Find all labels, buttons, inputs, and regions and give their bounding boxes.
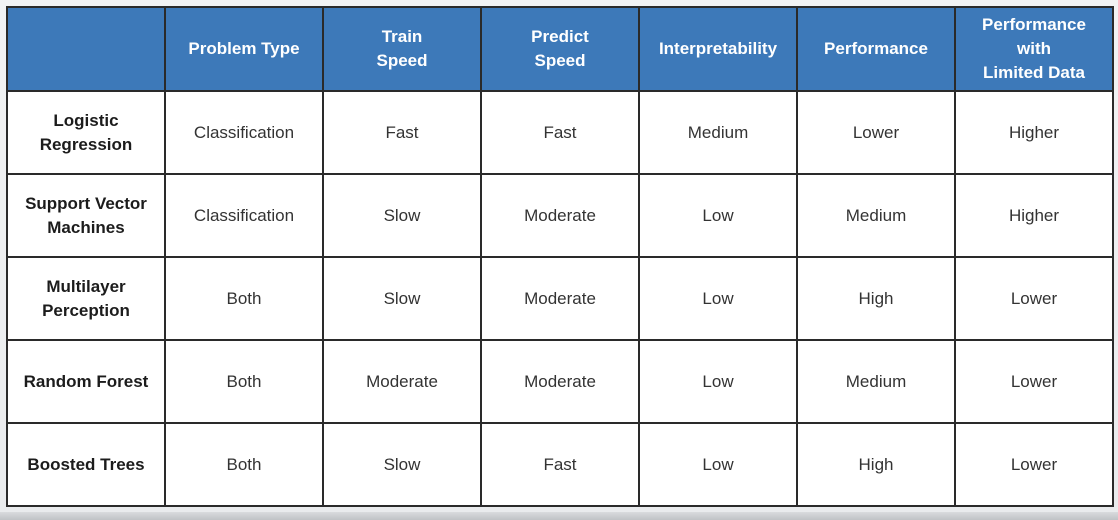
header-performance-limited-data: Performance with Limited Data [954, 6, 1114, 92]
table-row: Logistic Regression Classification Fast … [6, 90, 1114, 175]
table-row: Multilayer Perception Both Slow Moderate… [6, 256, 1114, 341]
header-performance: Performance [796, 6, 956, 92]
row-model-name: Support Vector Machines [6, 173, 166, 258]
cell-predict-speed: Moderate [480, 256, 640, 341]
row-model-name: Multilayer Perception [6, 256, 166, 341]
header-row: Problem Type Train Speed Predict Speed I… [6, 6, 1114, 92]
cell-train-speed: Moderate [322, 339, 482, 424]
table-row: Support Vector Machines Classification S… [6, 173, 1114, 258]
cell-predict-speed: Fast [480, 422, 640, 507]
cell-predict-speed: Fast [480, 90, 640, 175]
row-model-name: Logistic Regression [6, 90, 166, 175]
cell-train-speed: Slow [322, 256, 482, 341]
header-predict-speed: Predict Speed [480, 6, 640, 92]
table-row: Boosted Trees Both Slow Fast Low High Lo… [6, 422, 1114, 507]
header-problem-type: Problem Type [164, 6, 324, 92]
cell-performance: High [796, 422, 956, 507]
cell-train-speed: Slow [322, 173, 482, 258]
cell-limited-data: Higher [954, 90, 1114, 175]
cell-train-speed: Slow [322, 422, 482, 507]
cell-problem-type: Both [164, 422, 324, 507]
cell-performance: Medium [796, 173, 956, 258]
cell-limited-data: Lower [954, 422, 1114, 507]
cell-limited-data: Higher [954, 173, 1114, 258]
comparison-table: Problem Type Train Speed Predict Speed I… [6, 6, 1114, 507]
cell-predict-speed: Moderate [480, 339, 640, 424]
cell-train-speed: Fast [322, 90, 482, 175]
header-train-speed: Train Speed [322, 6, 482, 92]
cell-problem-type: Both [164, 256, 324, 341]
cell-problem-type: Classification [164, 173, 324, 258]
cell-performance: Lower [796, 90, 956, 175]
cell-limited-data: Lower [954, 256, 1114, 341]
row-model-name: Random Forest [6, 339, 166, 424]
cell-performance: Medium [796, 339, 956, 424]
table-row: Random Forest Both Moderate Moderate Low… [6, 339, 1114, 424]
cell-interpretability: Medium [638, 90, 798, 175]
header-cell-empty [6, 6, 166, 92]
cell-interpretability: Low [638, 422, 798, 507]
table-body: Logistic Regression Classification Fast … [6, 90, 1114, 507]
cell-performance: High [796, 256, 956, 341]
header-interpretability: Interpretability [638, 6, 798, 92]
row-model-name: Boosted Trees [6, 422, 166, 507]
cell-limited-data: Lower [954, 339, 1114, 424]
cell-problem-type: Both [164, 339, 324, 424]
cell-problem-type: Classification [164, 90, 324, 175]
table-header: Problem Type Train Speed Predict Speed I… [6, 6, 1114, 92]
cell-interpretability: Low [638, 173, 798, 258]
bottom-edge-bar [0, 512, 1118, 520]
cell-predict-speed: Moderate [480, 173, 640, 258]
cell-interpretability: Low [638, 256, 798, 341]
cell-interpretability: Low [638, 339, 798, 424]
